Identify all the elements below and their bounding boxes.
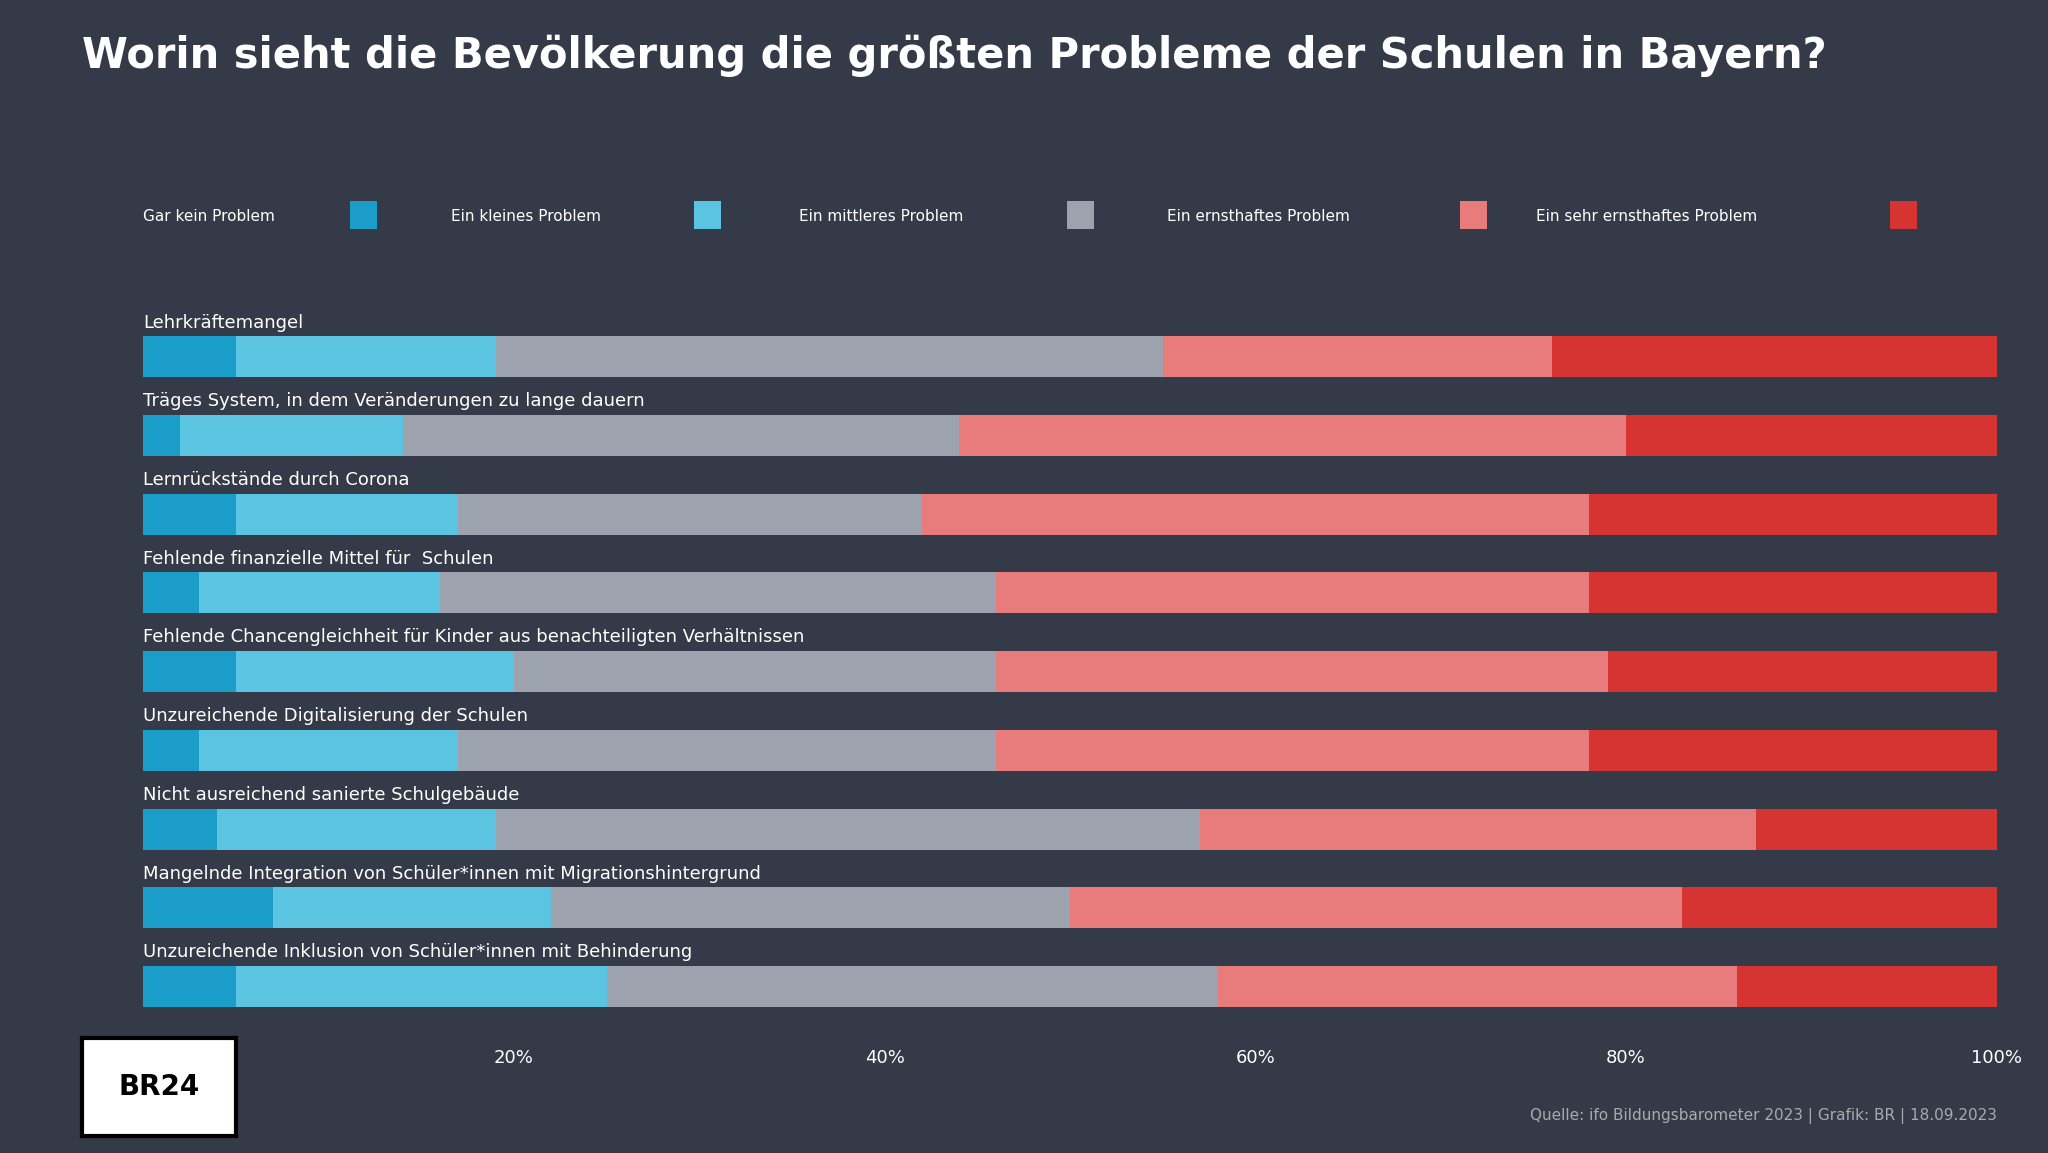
Bar <box>143 572 199 613</box>
Bar <box>496 337 1163 377</box>
Bar <box>995 730 1589 771</box>
Text: Unzureichende Inklusion von Schüler*innen mit Behinderung: Unzureichende Inklusion von Schüler*inne… <box>143 943 692 962</box>
Text: Ein mittleres Problem: Ein mittleres Problem <box>799 209 963 225</box>
Bar <box>236 651 514 692</box>
Bar <box>1163 337 1552 377</box>
Bar <box>995 572 1589 613</box>
Bar <box>1589 572 1997 613</box>
Bar <box>1552 337 1997 377</box>
Bar <box>236 493 459 535</box>
Bar <box>1755 808 1997 850</box>
Bar <box>143 888 272 928</box>
Text: Unzureichende Digitalisierung der Schulen: Unzureichende Digitalisierung der Schule… <box>143 707 528 725</box>
Text: Ein sehr ernsthaftes Problem: Ein sehr ernsthaftes Problem <box>1536 209 1757 225</box>
Text: Worin sieht die Bevölkerung die größten Probleme der Schulen in Bayern?: Worin sieht die Bevölkerung die größten … <box>82 35 1827 77</box>
Bar <box>496 808 1200 850</box>
Text: Mangelnde Integration von Schüler*innen mit Migrationshintergrund: Mangelnde Integration von Schüler*innen … <box>143 865 762 882</box>
Text: BR24: BR24 <box>119 1072 199 1101</box>
Bar <box>1681 888 1997 928</box>
Text: Lernrückstände durch Corona: Lernrückstände durch Corona <box>143 470 410 489</box>
Text: Ein kleines Problem: Ein kleines Problem <box>451 209 600 225</box>
Bar <box>1737 966 1997 1007</box>
Bar <box>1069 888 1681 928</box>
Text: Nicht ausreichend sanierte Schulgebäude: Nicht ausreichend sanierte Schulgebäude <box>143 786 520 804</box>
Bar <box>217 808 496 850</box>
Text: Fehlende finanzielle Mittel für  Schulen: Fehlende finanzielle Mittel für Schulen <box>143 550 494 567</box>
Text: Quelle: ifo Bildungsbarometer 2023 | Grafik: BR | 18.09.2023: Quelle: ifo Bildungsbarometer 2023 | Gra… <box>1530 1108 1997 1124</box>
Bar <box>1219 966 1737 1007</box>
Bar <box>1626 415 1997 455</box>
Bar <box>143 493 236 535</box>
Bar <box>143 651 236 692</box>
Bar <box>143 415 180 455</box>
Bar <box>236 337 496 377</box>
Bar <box>403 415 958 455</box>
Bar <box>995 651 1608 692</box>
Bar <box>143 966 236 1007</box>
Bar <box>199 572 440 613</box>
Bar <box>1200 808 1755 850</box>
Bar <box>180 415 403 455</box>
Bar <box>143 730 199 771</box>
Text: Ein ernsthaftes Problem: Ein ernsthaftes Problem <box>1167 209 1350 225</box>
Bar <box>551 888 1069 928</box>
Bar <box>1608 651 1997 692</box>
Bar <box>143 808 217 850</box>
Bar <box>272 888 551 928</box>
Bar <box>143 337 236 377</box>
Bar <box>1589 730 1997 771</box>
Bar <box>459 493 922 535</box>
Bar <box>236 966 606 1007</box>
Text: Fehlende Chancengleichheit für Kinder aus benachteiligten Verhältnissen: Fehlende Chancengleichheit für Kinder au… <box>143 628 805 647</box>
Bar <box>958 415 1626 455</box>
Text: Träges System, in dem Veränderungen zu lange dauern: Träges System, in dem Veränderungen zu l… <box>143 392 645 410</box>
Bar <box>199 730 459 771</box>
Text: Gar kein Problem: Gar kein Problem <box>143 209 274 225</box>
Bar <box>514 651 995 692</box>
Bar <box>459 730 995 771</box>
Bar <box>922 493 1589 535</box>
Text: Lehrkräftemangel: Lehrkräftemangel <box>143 314 303 332</box>
Bar <box>440 572 995 613</box>
Bar <box>1589 493 1997 535</box>
Bar <box>606 966 1219 1007</box>
